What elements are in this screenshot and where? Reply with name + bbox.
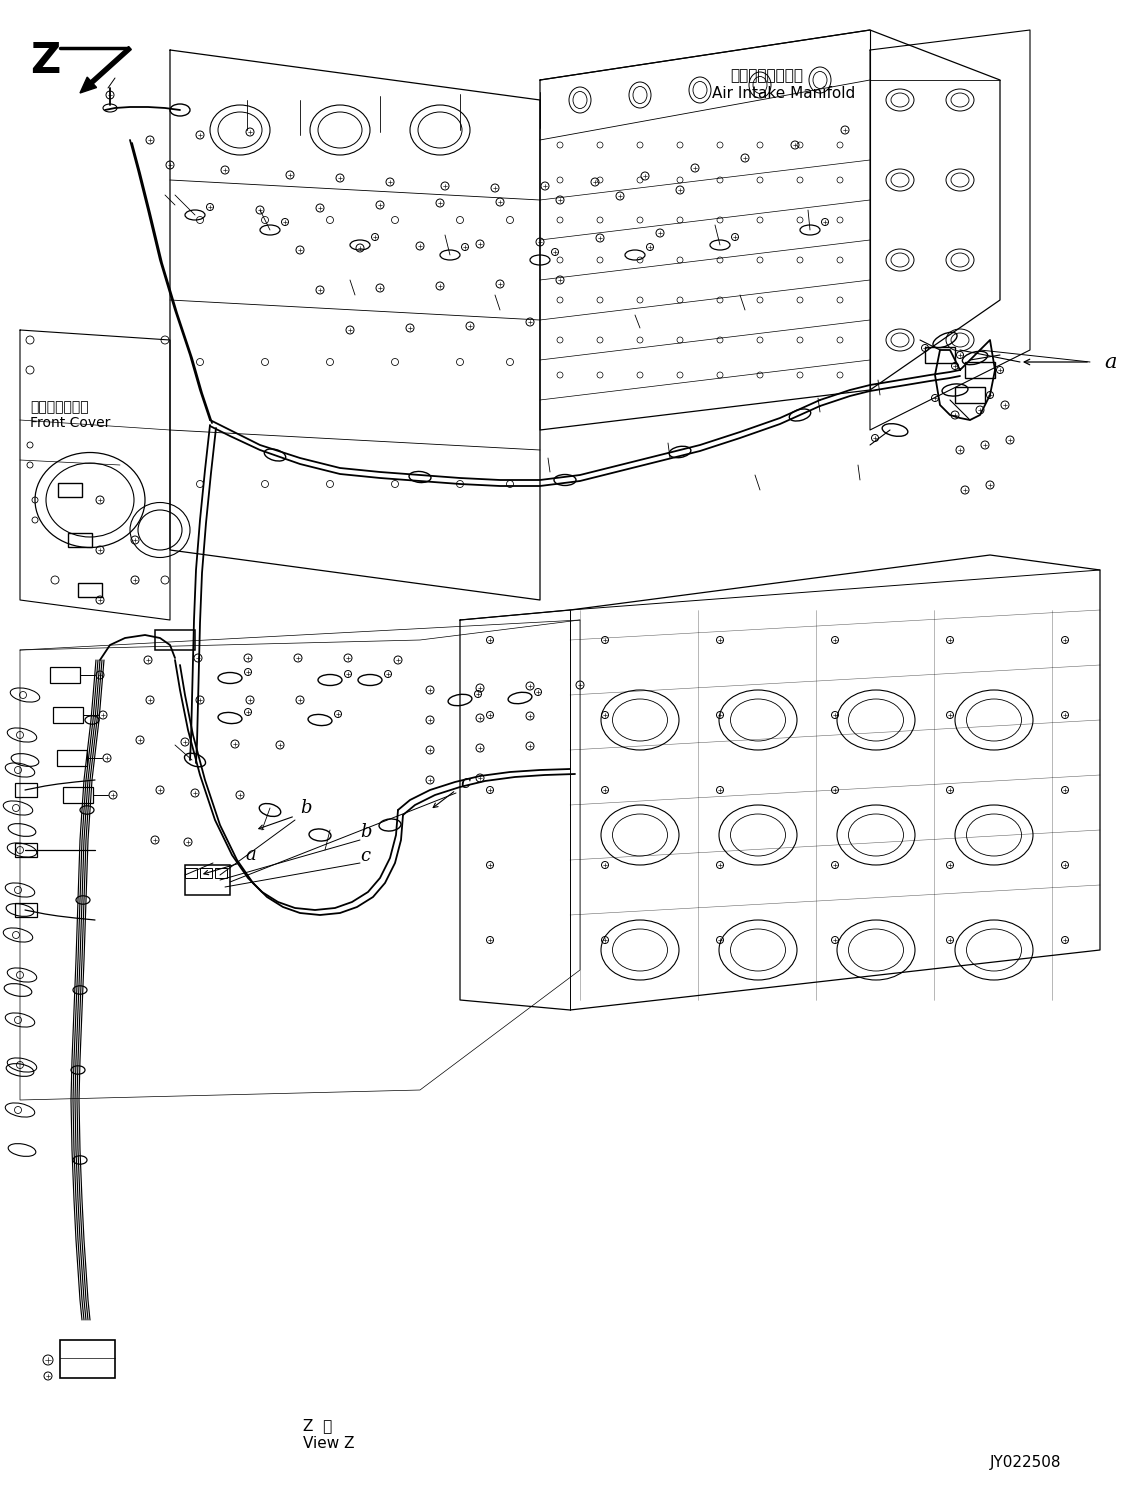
Text: a: a — [245, 845, 256, 863]
Text: b: b — [300, 799, 311, 817]
Bar — [200, 868, 212, 878]
Bar — [964, 362, 995, 379]
Bar — [78, 583, 102, 596]
Bar — [15, 904, 37, 917]
Bar — [68, 532, 92, 547]
Text: c: c — [360, 847, 370, 865]
Bar — [215, 868, 227, 878]
Text: フロントカバー: フロントカバー — [30, 400, 89, 414]
Text: a: a — [1104, 352, 1117, 371]
Bar — [58, 483, 82, 497]
Text: View Z: View Z — [303, 1436, 354, 1451]
Bar — [185, 865, 229, 895]
Bar — [15, 842, 37, 857]
Text: JY022508: JY022508 — [989, 1455, 1061, 1470]
Text: Front Cover: Front Cover — [30, 416, 110, 429]
Bar — [57, 750, 87, 766]
Bar — [60, 1340, 115, 1378]
Text: 吸気マニホールド: 吸気マニホールド — [730, 69, 803, 83]
Text: c: c — [460, 774, 470, 792]
Text: Z: Z — [30, 40, 60, 82]
Bar — [53, 707, 83, 723]
Text: Air Intake Manifold: Air Intake Manifold — [712, 86, 855, 101]
Bar — [154, 631, 195, 650]
Bar — [185, 868, 197, 878]
Text: b: b — [360, 823, 371, 841]
Bar — [62, 787, 93, 804]
Bar — [15, 783, 37, 798]
Bar — [50, 666, 80, 683]
FancyArrow shape — [80, 46, 132, 92]
Text: Z  視: Z 視 — [303, 1418, 332, 1433]
Bar — [955, 388, 985, 403]
Bar — [925, 347, 955, 362]
